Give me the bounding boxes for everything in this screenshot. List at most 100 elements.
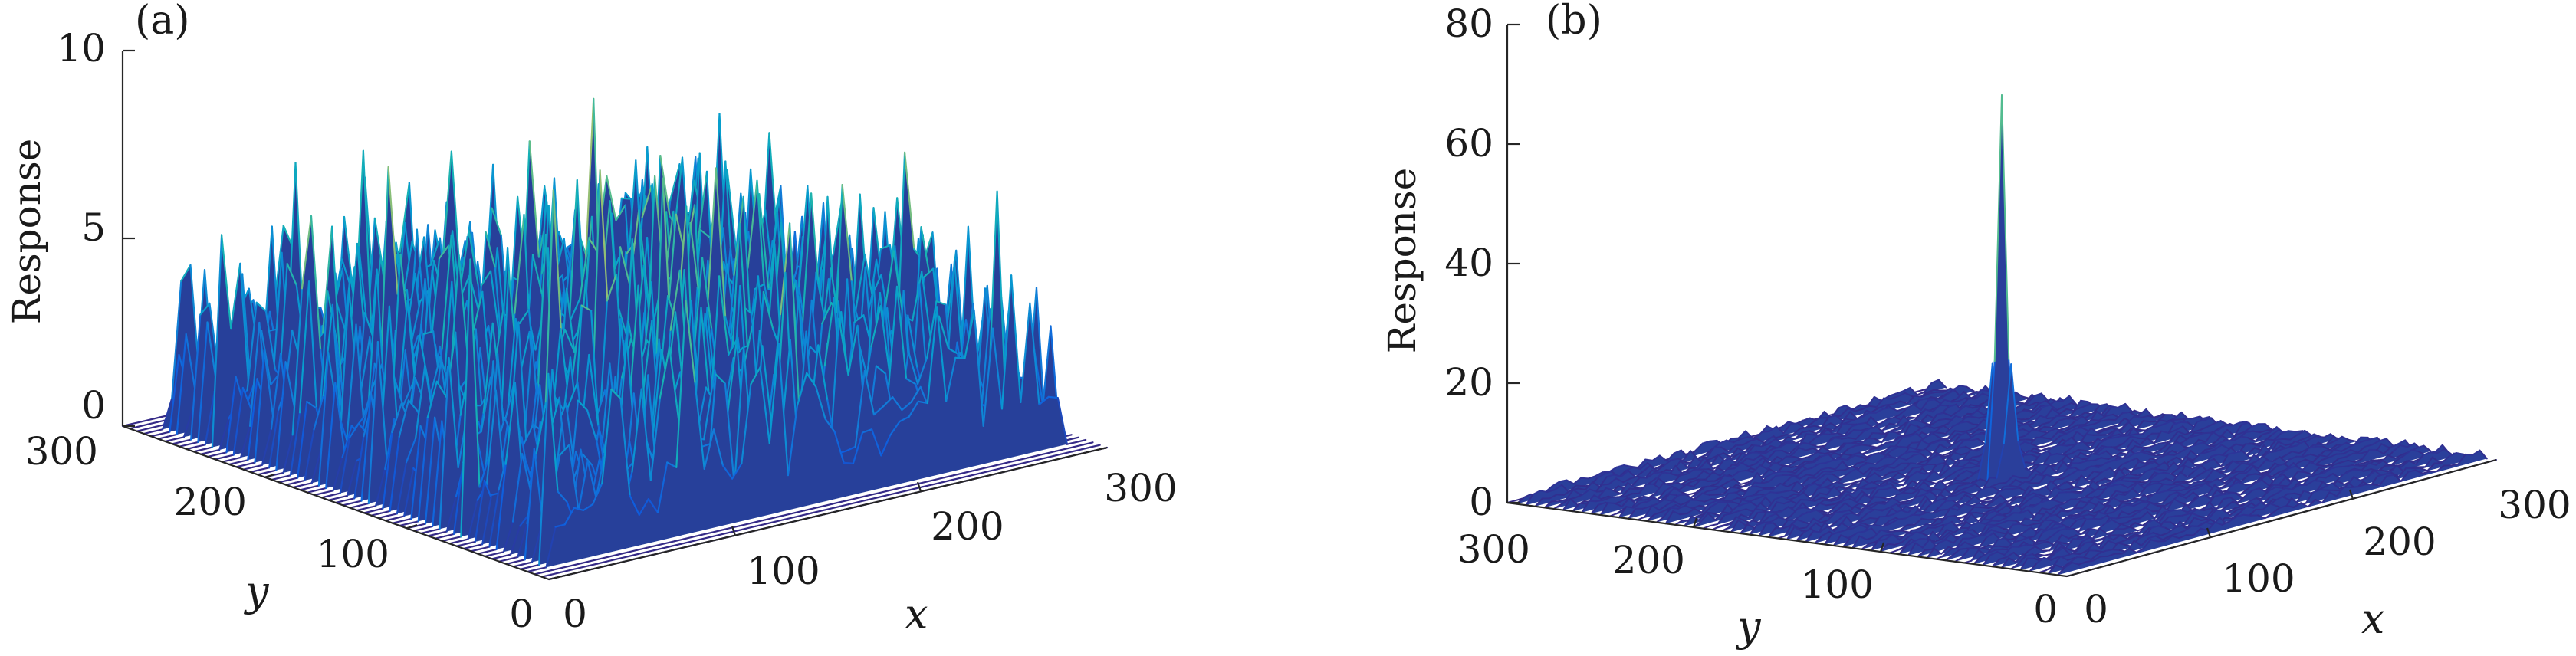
surface-mesh-line [339,437,350,494]
surface-mesh-line [2075,405,2084,411]
surface-mesh-line [1623,464,1632,467]
surface-mesh-line [1723,474,1733,478]
surface-mesh-line [1914,419,1924,423]
surface-mesh-line [777,343,790,477]
surface-mesh-line [216,451,228,456]
surface-mesh-line [1746,436,1756,440]
z-axis-label-a: Response [5,139,49,324]
surface-mesh-line [1803,467,1813,471]
surface-mesh-line [883,250,895,313]
surface-mesh-line [1835,442,1845,451]
surface-mesh-line [1641,505,1651,510]
surface-mesh-line [1063,445,1076,451]
surface-mesh-line [1809,451,1819,458]
surface-mesh-line [1836,481,1845,485]
x-axis-line-a [548,446,1108,581]
surface-mesh-line [1779,436,1789,444]
surface-mesh-line [671,543,682,547]
surface-mesh-line [409,334,421,408]
surface-mesh-line [1642,495,1651,499]
surface-mesh-line [843,461,855,464]
surface-mesh-line [387,166,399,295]
surface-mesh-line [1947,430,1956,439]
surface-mesh-line [669,269,681,331]
surface-mesh-line [987,468,999,473]
surface-mesh-line [1947,389,1956,395]
surface-mesh-line [803,507,815,512]
surface-mesh-line [493,551,505,556]
surface-mesh-line [1783,489,1793,493]
surface-mesh-line [1740,499,1750,503]
surface-mesh-line [268,408,280,469]
surface-mesh-line [1777,434,1787,438]
surface-mesh-line [2033,392,2042,397]
surface-mesh-line [1951,385,1960,392]
surface-mesh-line [2028,413,2037,420]
surface-mesh-line [1930,419,1940,425]
surface-mesh-line [1944,438,1953,447]
surface-mesh-line [668,346,680,421]
surface-mesh-line [590,558,601,563]
surface-mesh-line [617,305,629,339]
surface-mesh-line [1968,426,1977,431]
surface-mesh-line [1083,441,1094,446]
surface-mesh-line [1859,404,1868,408]
surface-mesh-line [1971,415,1980,419]
surface-mesh-line [478,456,490,488]
surface-mesh-line [1784,440,1793,443]
surface-mesh-line [1631,477,1641,486]
surface-mesh-line [1879,418,1888,425]
surface-mesh-line [1838,443,1847,451]
surface-mesh-line [441,150,453,271]
surface-mesh-line [462,545,475,550]
surface-mesh-line [980,465,992,470]
surface-mesh-line [1807,482,1816,487]
surface-mesh-line [1648,465,1658,472]
surface-mesh-line [1866,438,1876,440]
surface-mesh-line [1679,473,1688,477]
surface-mesh-line [316,487,327,491]
surface-mesh-line [1574,494,1584,499]
surface-mesh-line [360,391,372,502]
surface-mesh-line [1565,489,1574,500]
surface-mesh-line [1891,445,1901,451]
surface-mesh-line [543,569,554,573]
surface-mesh-line [1939,404,1948,407]
surface-mesh-line [2062,415,2072,418]
surface-mesh-line [1734,452,1743,464]
surface-mesh-line [1656,464,1665,472]
surface-mesh-line [645,544,657,549]
surface-mesh-line [192,448,204,453]
surface-mesh-line [341,425,353,458]
surface-mesh-line [619,246,631,285]
surface-mesh-line [669,163,681,201]
surface-mesh-line [1881,431,1890,444]
surface-mesh-line [1763,444,1772,454]
surface-mesh-line [1704,448,1713,456]
surface-mesh-line [1976,409,1985,416]
surface-mesh-line [396,461,408,515]
surface-mesh-line [407,399,419,412]
surface-mesh-line [1632,502,1641,509]
surface-mesh-line [1680,460,1689,469]
surface-mesh-line [1725,439,1734,444]
surface-mesh-line [1845,405,1854,411]
surface-mesh-line [932,481,943,486]
surface-mesh-line [1943,412,1952,417]
surface-mesh-line [1925,432,1934,438]
surface-mesh-line [698,536,711,541]
surface-mesh-line [1716,474,1726,485]
surface-mesh-line [1845,442,1855,444]
surface-mesh-line [334,382,346,454]
surface-mesh-line [1733,478,1742,485]
surface-mesh-line [1815,433,1824,438]
surface-mesh-line [289,412,301,477]
surface-mesh-line [1572,489,1582,496]
surface-mesh-line [1926,425,1935,429]
surface-mesh-line [1846,418,1855,424]
surface-mesh-line [1686,507,1696,514]
surface-mesh-line [1908,446,1917,451]
surface-mesh-line [477,550,488,555]
surface-mesh-line [1735,484,1744,487]
surface-mesh-line [911,271,923,322]
